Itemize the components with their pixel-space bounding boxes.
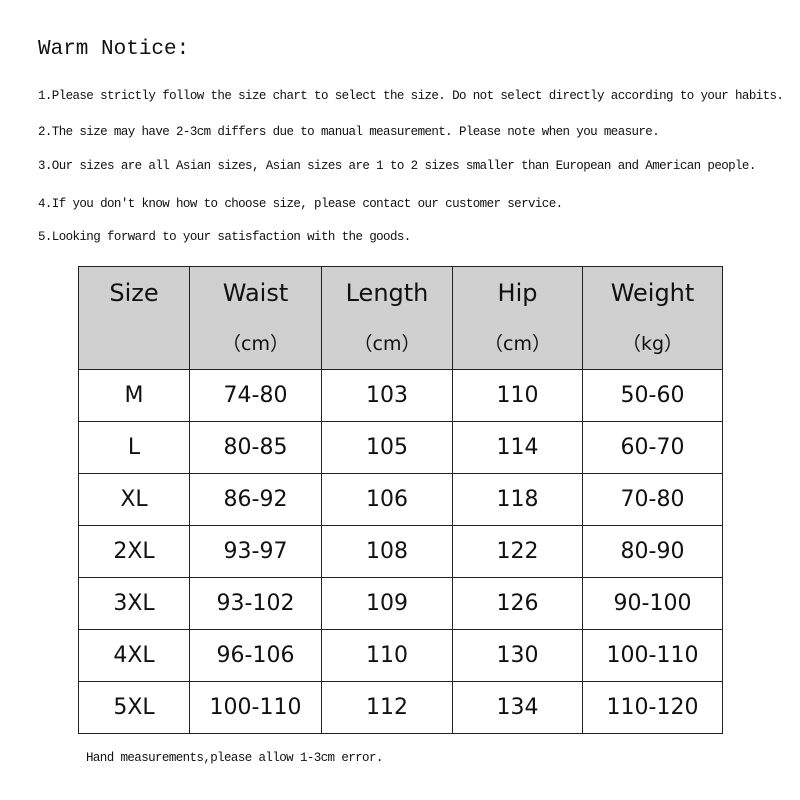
- header-label: Hip: [497, 279, 538, 307]
- notice-title: Warm Notice:: [38, 38, 190, 61]
- header-unit: （cm）: [484, 333, 551, 355]
- header-label: Length: [345, 279, 429, 307]
- header-unit: （kg）: [621, 333, 684, 355]
- table-row: XL 86-92 106 118 70-80: [78, 473, 723, 526]
- header-waist: Waist （cm）: [189, 266, 322, 370]
- table-cell: 96-106: [189, 629, 322, 682]
- table-cell: 110-120: [582, 681, 723, 734]
- table-cell: 118: [452, 473, 583, 526]
- table-cell: 60-70: [582, 421, 723, 474]
- table-cell: 108: [321, 525, 453, 578]
- table-cell: 2XL: [78, 525, 190, 578]
- table-cell: 93-97: [189, 525, 322, 578]
- table-cell: 50-60: [582, 369, 723, 422]
- table-row: M 74-80 103 110 50-60: [78, 369, 723, 422]
- size-chart-table: Size Waist （cm） Length （cm） Hip （cm） Weight…: [78, 266, 723, 734]
- footer-note: Hand measurements,please allow 1-3cm err…: [86, 751, 383, 765]
- table-cell: 106: [321, 473, 453, 526]
- table-cell: 122: [452, 525, 583, 578]
- table-row: 5XL 100-110 112 134 110-120: [78, 681, 723, 734]
- header-label: Waist: [222, 279, 289, 307]
- table-cell: 110: [321, 629, 453, 682]
- table-cell: M: [78, 369, 190, 422]
- header-hip: Hip （cm）: [452, 266, 583, 370]
- table-cell: 90-100: [582, 577, 723, 630]
- table-row: 2XL 93-97 108 122 80-90: [78, 525, 723, 578]
- header-unit: （cm）: [353, 333, 421, 355]
- header-label: Weight: [610, 279, 695, 307]
- table-cell: 4XL: [78, 629, 190, 682]
- table-cell: 86-92: [189, 473, 322, 526]
- table-cell: 100-110: [582, 629, 723, 682]
- header-label: Size: [109, 279, 159, 307]
- table-row: L 80-85 105 114 60-70: [78, 421, 723, 474]
- header-weight: Weight （kg）: [582, 266, 723, 370]
- table-cell: 70-80: [582, 473, 723, 526]
- table-cell: 100-110: [189, 681, 322, 734]
- table-cell: 112: [321, 681, 453, 734]
- table-cell: 126: [452, 577, 583, 630]
- table-cell: 114: [452, 421, 583, 474]
- note-5: 5.Looking forward to your satisfaction w…: [38, 230, 411, 244]
- table-cell: 93-102: [189, 577, 322, 630]
- table-cell: 80-85: [189, 421, 322, 474]
- header-length: Length （cm）: [321, 266, 453, 370]
- table-cell: 5XL: [78, 681, 190, 734]
- table-row: 4XL 96-106 110 130 100-110: [78, 629, 723, 682]
- note-1: 1.Please strictly follow the size chart …: [38, 89, 784, 103]
- table-cell: 74-80: [189, 369, 322, 422]
- note-4: 4.If you don't know how to choose size, …: [38, 197, 563, 211]
- table-cell: 134: [452, 681, 583, 734]
- note-3: 3.Our sizes are all Asian sizes, Asian s…: [38, 159, 756, 173]
- table-cell: 109: [321, 577, 453, 630]
- table-header-row: Size Waist （cm） Length （cm） Hip （cm） Weight…: [78, 266, 723, 370]
- header-size: Size: [78, 266, 190, 370]
- table-row: 3XL 93-102 109 126 90-100: [78, 577, 723, 630]
- table-cell: 103: [321, 369, 453, 422]
- table-cell: 80-90: [582, 525, 723, 578]
- table-cell: 110: [452, 369, 583, 422]
- note-2: 2.The size may have 2-3cm differs due to…: [38, 125, 660, 139]
- table-cell: 3XL: [78, 577, 190, 630]
- table-cell: XL: [78, 473, 190, 526]
- table-cell: 105: [321, 421, 453, 474]
- table-cell: 130: [452, 629, 583, 682]
- header-unit: （cm）: [222, 333, 289, 355]
- table-cell: L: [78, 421, 190, 474]
